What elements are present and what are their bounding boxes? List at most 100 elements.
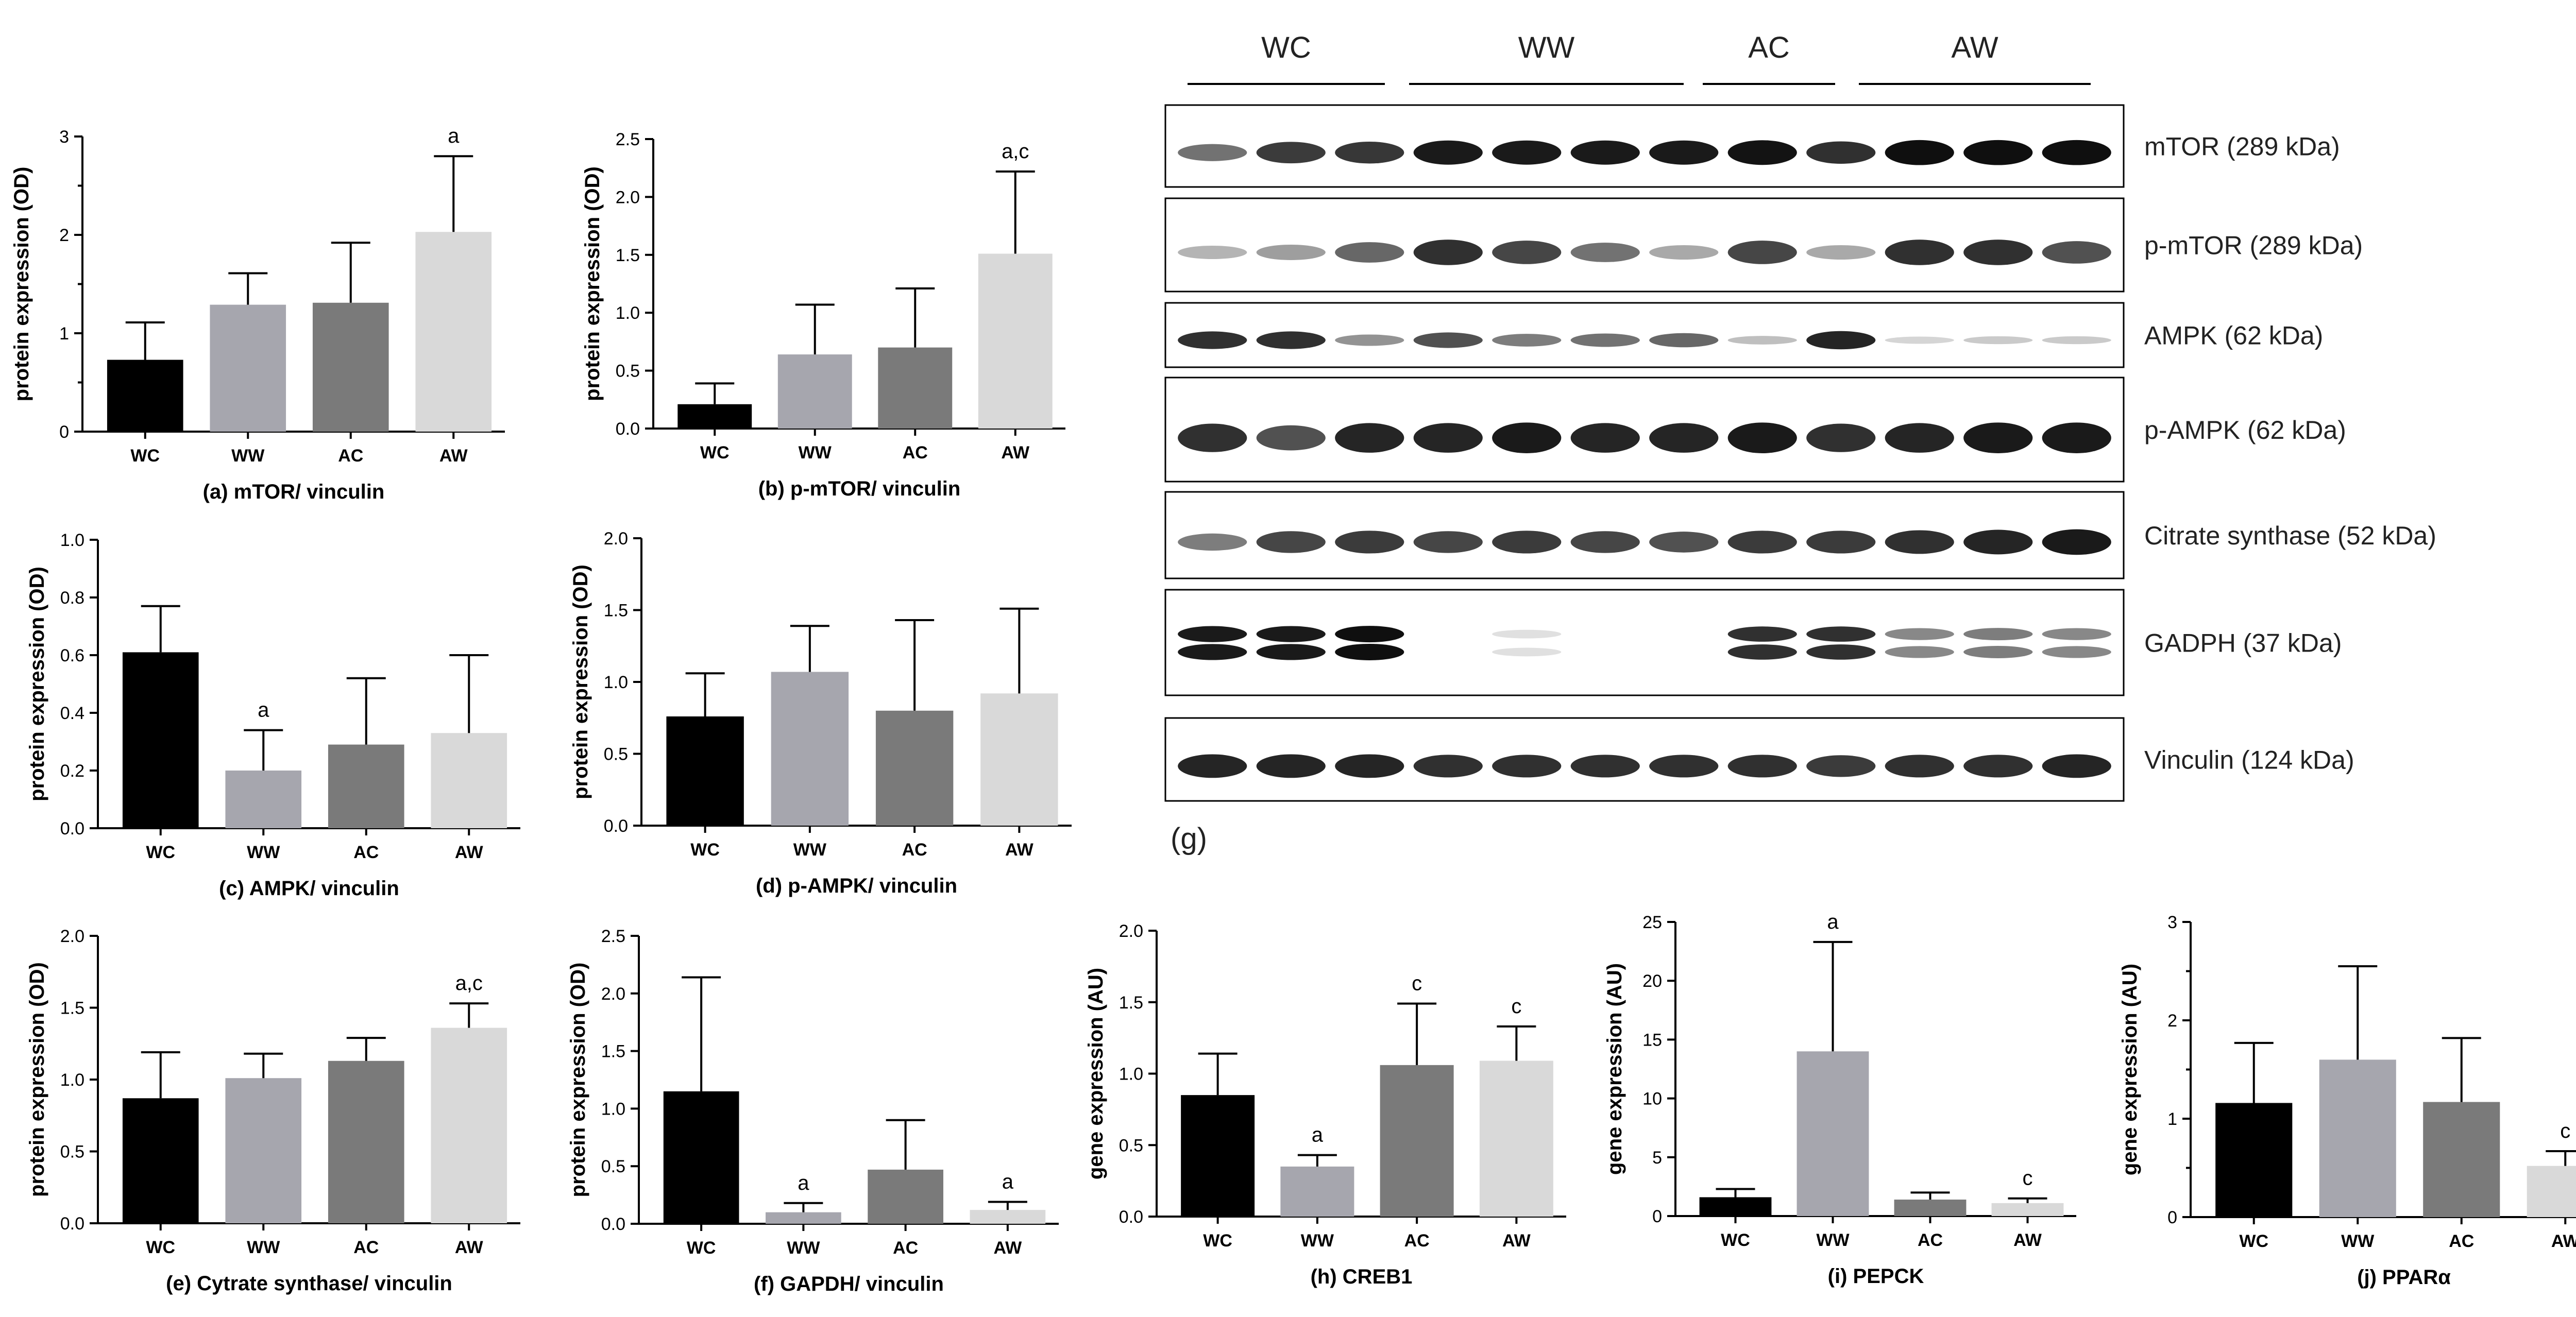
x-tick-label: WW [247,843,280,862]
blot-row: GADPH (37 kDa) [1164,589,2342,696]
band [1178,533,1247,551]
blot-label: Citrate synthase (52 kDa) [2144,521,2436,550]
y-axis-label: protein expression (OD) [567,963,589,1198]
band [1256,425,1326,451]
y-tick-label: 0.4 [60,704,84,723]
blot-label: p-mTOR (289 kDa) [2144,231,2363,260]
band [1570,140,1640,165]
bar-ac [868,1169,943,1224]
y-tick-label: 2 [59,226,69,245]
bar-wc [1699,1197,1772,1216]
chart-caption: (f) GAPDH/ vinculin [754,1273,944,1295]
band [1178,245,1247,260]
y-tick-label: 1 [59,324,69,344]
panel-letter-g: (g) [1171,822,1207,856]
significance-label: a [798,1172,809,1194]
x-tick-label: WC [690,840,720,860]
band [1178,754,1247,778]
band [1649,140,1719,165]
bar-aw [980,693,1058,826]
bar-ac [328,1061,404,1223]
chart-caption: (b) p-mTOR/ vinculin [758,477,961,500]
blot-frame [1164,197,2125,293]
blot-row: p-AMPK (62 kDa) [1164,377,2346,483]
y-tick-label: 1.5 [601,1042,625,1062]
band [2042,754,2111,778]
band [1885,423,1954,453]
y-tick-label: 0.0 [1119,1207,1143,1227]
chart-c: 0.0 0.2 0.4 0.6 0.8 1.0 protein expression (OD… [26,531,520,900]
blot-frame [1164,589,2125,696]
y-tick-label: 1.0 [60,531,84,550]
y-tick-label: 1.5 [616,246,640,265]
y-tick-label: 1.0 [1119,1065,1143,1084]
chart-e: 0.0 0.5 1.0 1.5 2.0 protein expression (OD) WC… [26,927,520,1295]
band [1885,140,1954,165]
chart-caption: (c) AMPK/ vinculin [219,877,399,900]
band [1178,331,1247,349]
x-tick-label: WC [687,1238,716,1258]
band [2042,241,2111,264]
x-tick-label: AW [455,843,484,862]
significance-label: a,c [455,972,483,995]
significance-label: a [448,125,460,147]
band [1570,755,1640,778]
band [1649,755,1719,778]
y-tick-label: 20 [1642,971,1662,991]
bar-ac [878,347,953,429]
x-tick-label: WC [1721,1230,1750,1250]
y-axis-label: gene expression (AU) [1084,968,1107,1179]
y-tick-label: 1.5 [60,999,84,1018]
significance-label: c [2560,1120,2570,1142]
x-tick-label: AC [1918,1230,1943,1250]
bar-aw [415,232,492,432]
band [1570,243,1640,262]
band [1492,647,1562,657]
y-tick-label: 2.5 [616,130,640,149]
chart-caption: (d) p-AMPK/ vinculin [756,875,957,897]
y-tick-label: 2.5 [601,927,625,946]
x-tick-label: AC [338,446,363,466]
band [1178,644,1247,660]
y-tick-label: 10 [1642,1089,1662,1109]
band [1727,755,1797,778]
blot-label: p-AMPK (62 kDa) [2144,416,2346,444]
band [1806,141,1876,164]
bar-ww [225,1078,302,1223]
bar-ac [1894,1200,1967,1216]
x-tick-label: WW [231,446,265,466]
chart-caption: (j) PPARα [2357,1266,2451,1289]
y-tick-label: 0 [1652,1207,1662,1226]
x-tick-label: WW [247,1238,280,1257]
x-tick-label: AW [1001,443,1030,463]
band [1806,331,1876,350]
x-tick-label: AC [353,843,379,862]
band [1727,336,1797,345]
blot-row: AMPK (62 kDa) [1164,302,2323,368]
significance-label: c [1511,995,1521,1018]
band [1256,626,1326,642]
bar-ac [328,744,404,828]
band [1963,140,2033,165]
band [1649,532,1719,553]
blot-label: mTOR (289 kDa) [2144,132,2340,161]
band [1806,644,1876,660]
band [1335,334,1404,346]
x-tick-label: WW [793,840,827,860]
y-tick-label: 0.5 [616,362,640,381]
bar-ww [777,354,852,429]
band [1335,242,1404,263]
band [1649,423,1719,453]
y-tick-label: 3 [2167,913,2177,932]
bar-ww [766,1212,841,1224]
group-label-wc: WC [1261,31,1311,64]
blot-label: Vinculin (124 kDa) [2144,746,2354,775]
chart-a: 0 1 2 3 protein expression (OD) WC WW AC AW a (a) … [10,125,505,503]
band [1727,241,1797,264]
bar-wc [663,1091,739,1224]
band [1335,754,1404,778]
band [1413,531,1483,553]
bar-ww [2319,1059,2396,1217]
band [1413,240,1483,265]
y-tick-label: 2.0 [601,984,625,1004]
